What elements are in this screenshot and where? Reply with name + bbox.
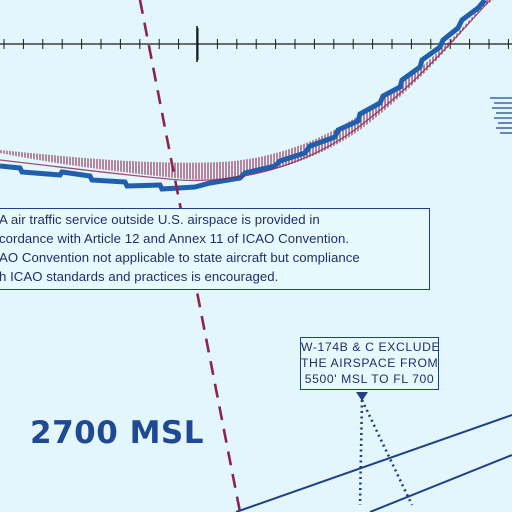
- callout-leader-arrows: [358, 399, 414, 506]
- callout-line: 5500' MSL TO FL 700: [304, 372, 435, 386]
- notice-line: A air traffic service outside U.S. airsp…: [0, 212, 320, 227]
- callout-line: THE AIRSPACE FROM: [301, 356, 439, 370]
- icao-notice-box: A air traffic service outside U.S. airsp…: [0, 208, 430, 290]
- notice-line: cordance with Article 12 and Annex 11 of…: [0, 231, 350, 246]
- airspace-boundary: [0, 0, 494, 192]
- warning-area-callout: W-174B & C EXCLUDE THE AIRSPACE FROM 550…: [300, 337, 441, 390]
- graticule-line: [0, 26, 512, 62]
- airway-lines: [235, 414, 512, 512]
- callout-arrow-head: [356, 392, 368, 401]
- notice-line: AO Convention not applicable to state ai…: [0, 250, 360, 265]
- restricted-area-symbol: [490, 97, 512, 134]
- callout-line: W-174B & C EXCLUDE: [301, 340, 441, 354]
- altitude-label: 2700 MSL: [30, 415, 205, 451]
- notice-line: h ICAO standards and practices is encour…: [0, 269, 279, 284]
